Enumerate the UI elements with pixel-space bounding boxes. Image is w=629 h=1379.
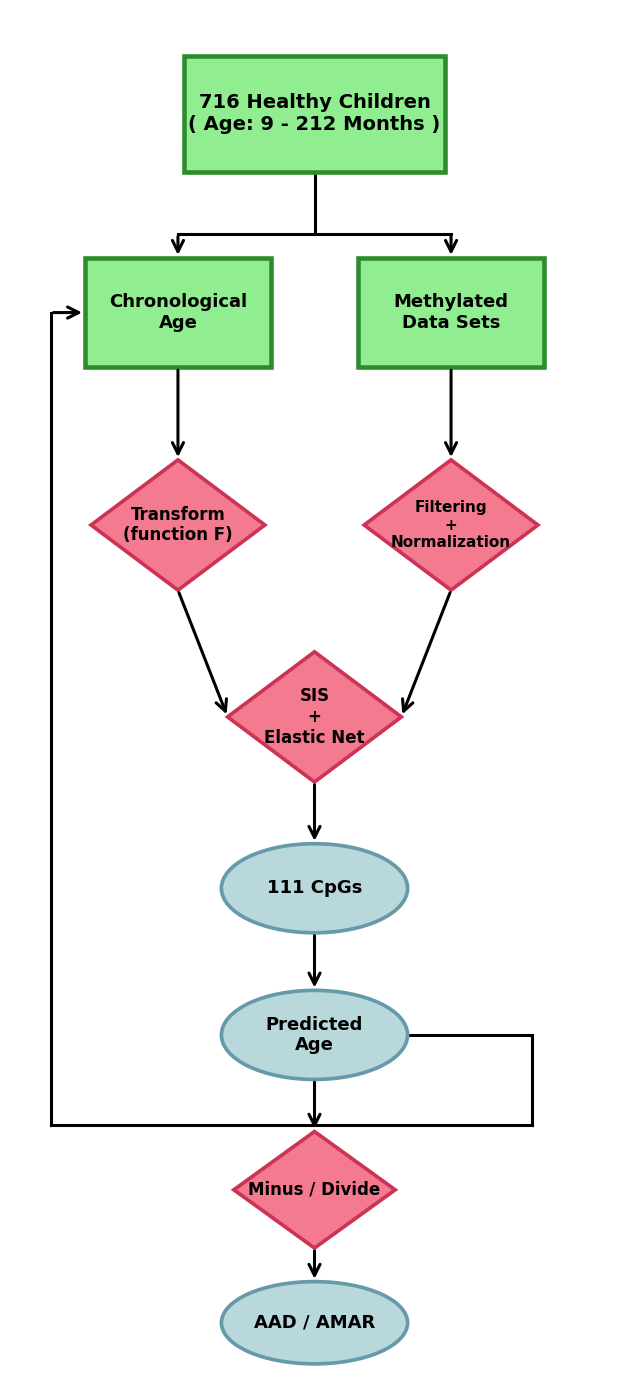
Text: Minus / Divide: Minus / Divide: [248, 1180, 381, 1198]
Text: Methylated
Data Sets: Methylated Data Sets: [394, 294, 509, 332]
Polygon shape: [228, 652, 401, 782]
Ellipse shape: [221, 990, 408, 1080]
Polygon shape: [364, 461, 538, 590]
Polygon shape: [234, 1132, 395, 1248]
Ellipse shape: [221, 1281, 408, 1364]
FancyBboxPatch shape: [184, 55, 445, 172]
Text: Transform
(function F): Transform (function F): [123, 506, 233, 545]
Text: Filtering
+
Normalization: Filtering + Normalization: [391, 501, 511, 550]
Polygon shape: [91, 461, 265, 590]
Text: Chronological
Age: Chronological Age: [109, 294, 247, 332]
Text: 111 CpGs: 111 CpGs: [267, 880, 362, 898]
Text: Predicted
Age: Predicted Age: [266, 1015, 363, 1055]
Text: AAD / AMAR: AAD / AMAR: [254, 1314, 375, 1332]
Text: 716 Healthy Children
( Age: 9 - 212 Months ): 716 Healthy Children ( Age: 9 - 212 Mont…: [188, 94, 441, 134]
Text: SIS
+
Elastic Net: SIS + Elastic Net: [264, 687, 365, 746]
Ellipse shape: [221, 844, 408, 932]
FancyBboxPatch shape: [85, 258, 271, 367]
FancyBboxPatch shape: [358, 258, 544, 367]
